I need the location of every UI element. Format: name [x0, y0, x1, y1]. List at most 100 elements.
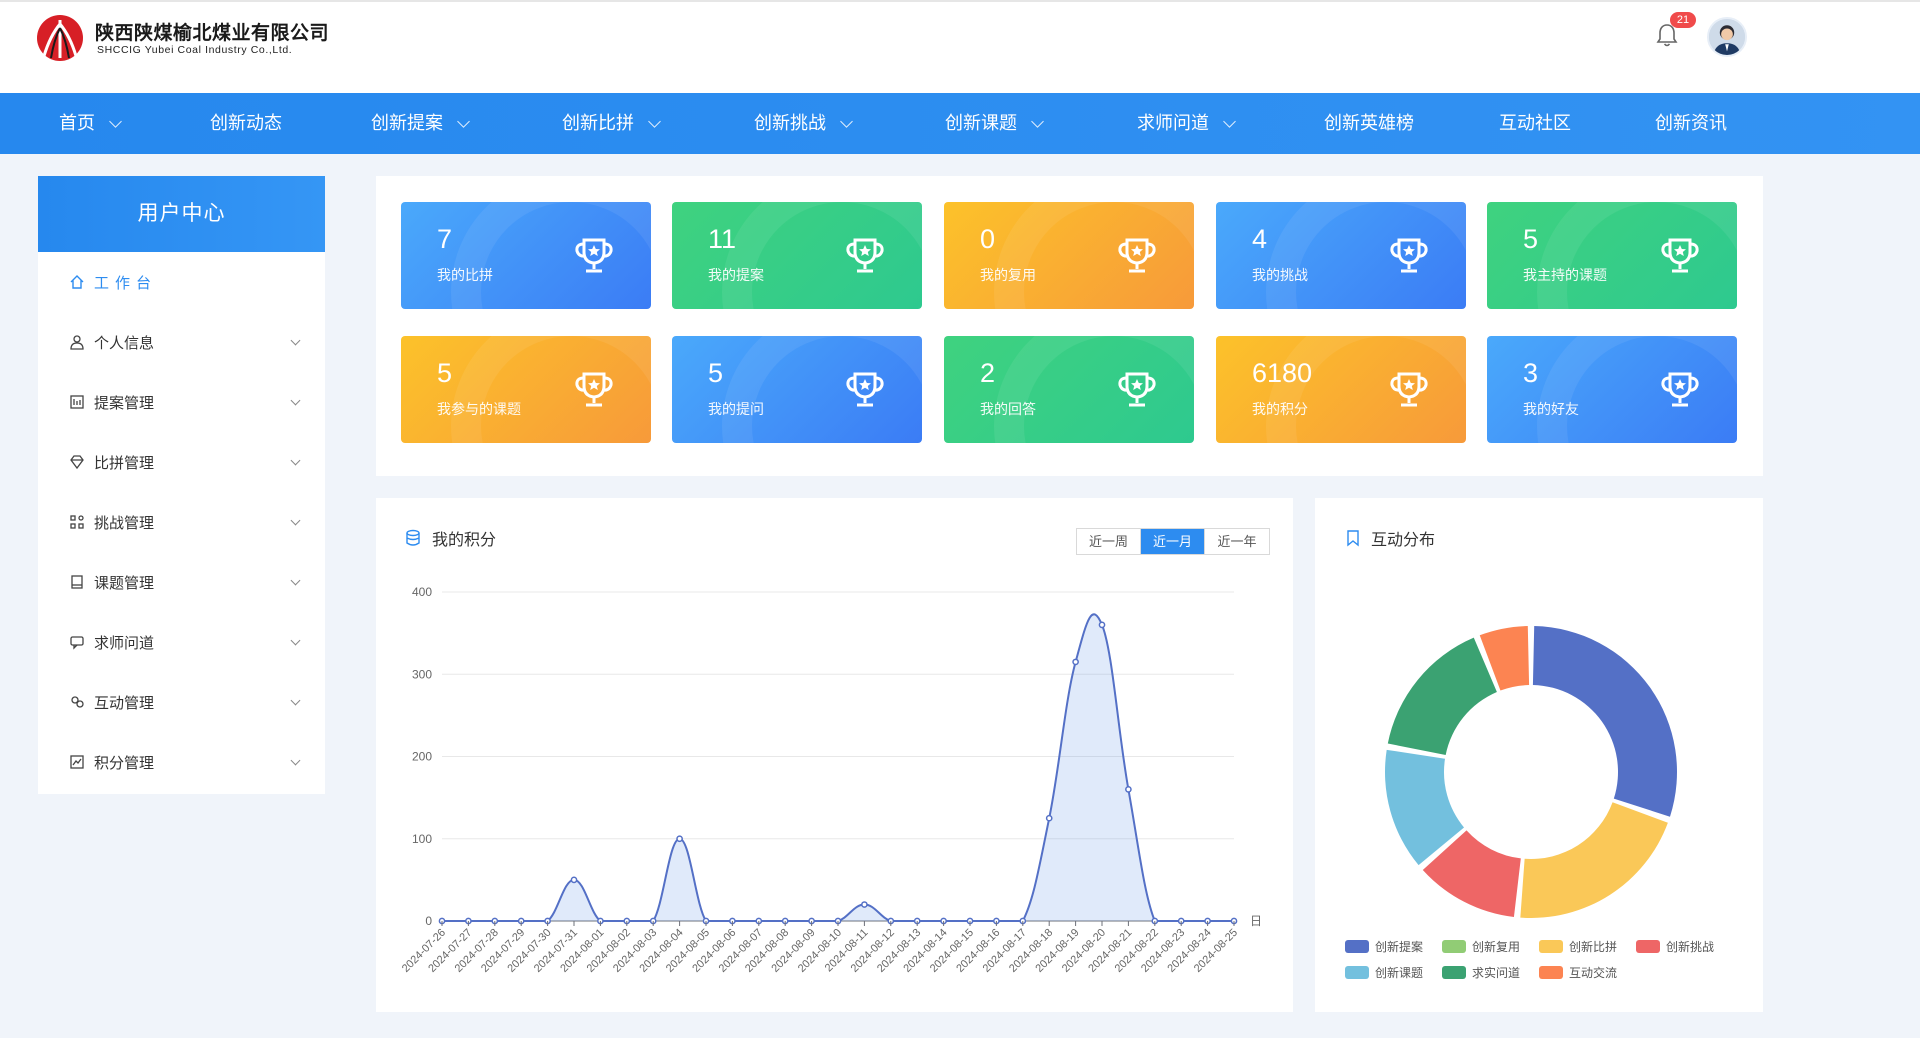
legend-item[interactable]: 创新复用	[1442, 938, 1539, 955]
top-header: 陕西陕煤榆北煤业有限公司 SHCCIG Yubei Coal Industry …	[0, 0, 1920, 93]
sidebar-item-label: 课题管理	[94, 574, 155, 592]
donut-slice[interactable]	[1479, 626, 1530, 691]
sidebar-item-label: 个人信息	[94, 334, 155, 352]
legend-item[interactable]: 创新课题	[1345, 964, 1442, 981]
sidebar-item-profile[interactable]: 个人信息	[38, 312, 325, 372]
chevron-down-icon	[290, 755, 301, 766]
stat-card[interactable]: 4 我的挑战	[1216, 202, 1466, 309]
legend-item[interactable]: 创新比拼	[1539, 938, 1636, 955]
user-avatar[interactable]	[1707, 17, 1747, 57]
nav-item-challenge[interactable]: 创新挑战	[754, 93, 853, 154]
legend-label: 创新挑战	[1666, 940, 1715, 954]
legend-item[interactable]: 创新提案	[1345, 938, 1442, 955]
points-chart-panel: 我的积分 近一周 近一月 近一年 0 100 200 300 400 2024-07-26…	[376, 498, 1293, 1012]
sidebar-item-workbench[interactable]: 工作台	[38, 252, 325, 312]
sidebar-item-competition-mgmt[interactable]: 比拼管理	[38, 432, 325, 492]
nav-item-hero-board[interactable]: 创新英雄榜	[1324, 93, 1414, 154]
sidebar-item-interaction-mgmt[interactable]: 互动管理	[38, 672, 325, 732]
company-name-en: SHCCIG Yubei Coal Industry Co.,Ltd.	[97, 44, 293, 56]
user-icon	[68, 333, 86, 351]
donut-slice[interactable]	[1387, 637, 1497, 756]
tab-week[interactable]: 近一周	[1077, 529, 1141, 554]
database-icon	[406, 529, 420, 546]
stat-value: 2	[980, 358, 996, 388]
nav-item-community[interactable]: 互动社区	[1499, 93, 1571, 154]
stat-card[interactable]: 5 我的提问	[672, 336, 922, 443]
legend-swatch	[1345, 966, 1369, 979]
points-panel-title: 我的积分	[432, 532, 497, 549]
sidebar-item-label: 工作台	[94, 274, 158, 292]
nav-item-proposals[interactable]: 创新提案	[371, 93, 470, 154]
legend-swatch	[1442, 966, 1466, 979]
stat-card[interactable]: 0 我的复用	[944, 202, 1194, 309]
chevron-down-icon	[840, 114, 853, 128]
sidebar-item-points-mgmt[interactable]: 积分管理	[38, 732, 325, 792]
donut-slice[interactable]	[1385, 749, 1465, 866]
interaction-icon	[68, 693, 86, 711]
chat-icon	[68, 633, 86, 651]
y-tick-label: 100	[412, 832, 432, 846]
data-point	[1098, 621, 1106, 629]
notification-badge: 21	[1670, 12, 1696, 28]
tab-year[interactable]: 近一年	[1205, 529, 1269, 554]
nav-label: 创新挑战	[754, 113, 826, 133]
trophy-icon	[1661, 238, 1699, 273]
legend-label: 创新课题	[1375, 966, 1424, 980]
trophy-icon	[1390, 372, 1428, 407]
sidebar-item-label: 比拼管理	[94, 454, 155, 472]
nav-item-mentoring[interactable]: 求师问道	[1137, 93, 1236, 154]
sidebar-item-proposal-mgmt[interactable]: 提案管理	[38, 372, 325, 432]
home-icon	[68, 273, 86, 291]
stat-card[interactable]: 3 我的好友	[1487, 336, 1737, 443]
trophy-icon	[1118, 372, 1156, 407]
nav-item-info[interactable]: 创新资讯	[1655, 93, 1727, 154]
stat-card[interactable]: 5 我参与的课题	[401, 336, 651, 443]
sidebar: 用户中心 工作台 个人信息 提案管理 比拼管理 挑战管理 课题管理 求师问道 互…	[38, 176, 325, 794]
legend-label: 互动交流	[1569, 966, 1618, 980]
legend-item[interactable]: 互动交流	[1539, 964, 1636, 981]
stat-value: 5	[708, 358, 724, 388]
distribution-panel-header: 互动分布	[1345, 526, 1435, 550]
legend-swatch	[1636, 940, 1660, 953]
chevron-down-icon	[290, 335, 301, 346]
avatar-person-icon	[1709, 19, 1745, 55]
stat-card[interactable]: 2 我的回答	[944, 336, 1194, 443]
chevron-down-icon	[1223, 114, 1236, 128]
stat-value: 3	[1523, 358, 1539, 388]
legend-label: 创新复用	[1472, 940, 1521, 954]
nav-label: 创新动态	[210, 113, 282, 133]
donut-slice[interactable]	[1532, 626, 1677, 817]
tab-month[interactable]: 近一月	[1141, 529, 1205, 554]
nav-item-home[interactable]: 首页	[59, 93, 122, 154]
series-area	[442, 614, 1234, 921]
chevron-down-icon	[290, 455, 301, 466]
chevron-down-icon	[1031, 114, 1044, 128]
nav-label: 创新英雄榜	[1324, 113, 1414, 133]
legend-item[interactable]: 求实问道	[1442, 964, 1539, 981]
stat-card[interactable]: 6180 我的积分	[1216, 336, 1466, 443]
sidebar-item-topic-mgmt[interactable]: 课题管理	[38, 552, 325, 612]
stat-label: 我的提问	[708, 401, 764, 417]
stat-card[interactable]: 5 我主持的课题	[1487, 202, 1737, 309]
bookmark-icon	[1347, 530, 1359, 547]
nav-item-innovation-news[interactable]: 创新动态	[210, 93, 282, 154]
legend-row: 创新提案 创新复用 创新比拼 创新挑战	[1345, 938, 1745, 955]
sidebar-item-challenge-mgmt[interactable]: 挑战管理	[38, 492, 325, 552]
donut-slice[interactable]	[1422, 830, 1521, 917]
book-icon	[68, 573, 86, 591]
legend-item[interactable]: 创新挑战	[1636, 938, 1733, 955]
sidebar-item-label: 求师问道	[94, 634, 155, 652]
nav-item-topics[interactable]: 创新课题	[945, 93, 1044, 154]
trophy-icon	[575, 372, 613, 407]
stat-card[interactable]: 7 我的比拼	[401, 202, 651, 309]
sidebar-item-mentoring-mgmt[interactable]: 求师问道	[38, 612, 325, 672]
stats-panel: 7 我的比拼 11 我的提案 0 我的复用 4 我的挑战 5 我主持的课题 5 我参与的课题 5 我的提问…	[376, 176, 1763, 476]
sidebar-item-label: 挑战管理	[94, 514, 155, 532]
nav-item-competition[interactable]: 创新比拼	[562, 93, 661, 154]
donut-slice[interactable]	[1520, 802, 1668, 918]
data-point	[1125, 786, 1132, 793]
notification-bell-icon[interactable]	[1655, 22, 1679, 48]
legend-label: 创新比拼	[1569, 940, 1618, 954]
diamond-icon	[68, 453, 86, 471]
stat-card[interactable]: 11 我的提案	[672, 202, 922, 309]
